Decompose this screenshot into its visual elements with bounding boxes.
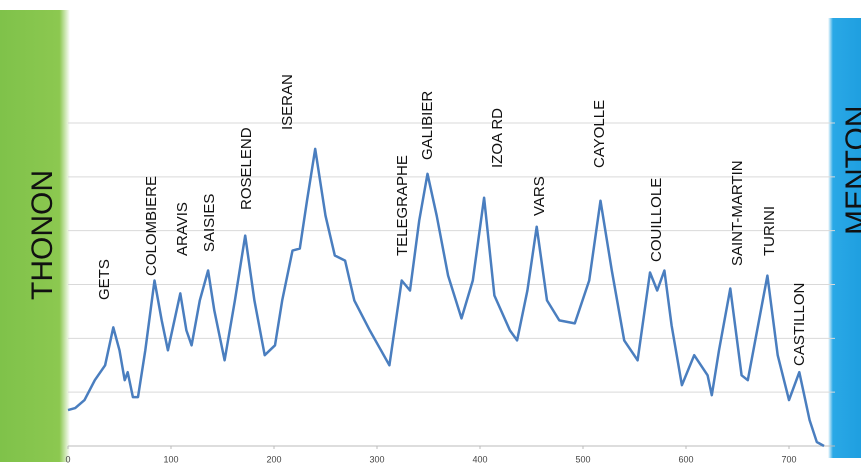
start-label: THONON — [26, 170, 59, 300]
end-label: MENTON — [840, 106, 861, 235]
climb-label: ISERAN — [279, 74, 296, 130]
x-tick-label: 700 — [781, 454, 796, 464]
x-tick-label: 200 — [266, 454, 281, 464]
climb-label: TELEGRAPHE — [394, 155, 411, 256]
end-bar — [828, 18, 861, 458]
x-tick-label: 400 — [472, 454, 487, 464]
climb-label: IZOA RD — [489, 108, 506, 168]
climb-label: SAINT-MARTIN — [729, 160, 746, 266]
climb-label: ARAVIS — [174, 202, 191, 256]
climb-label: SAISIES — [201, 194, 218, 252]
climb-label: VARS — [531, 176, 548, 216]
x-tick-label: 300 — [369, 454, 384, 464]
x-tick-label: 500 — [575, 454, 590, 464]
climb-label: COLOMBIERE — [143, 176, 160, 276]
climb-label: GETS — [96, 259, 113, 300]
profile-line — [67, 147, 825, 448]
climb-label: GALIBIER — [419, 91, 436, 160]
x-tick-label: 0 — [65, 454, 70, 464]
climb-label: TURINI — [761, 206, 778, 256]
climb-label: CAYOLLE — [591, 100, 608, 168]
climb-label: CASTILLON — [791, 283, 808, 366]
climb-label: COUILLOLE — [648, 178, 665, 262]
x-tick-label: 600 — [678, 454, 693, 464]
start-bar — [0, 10, 70, 462]
x-tick-label: 100 — [163, 454, 178, 464]
climb-label: ROSELEND — [238, 127, 255, 210]
